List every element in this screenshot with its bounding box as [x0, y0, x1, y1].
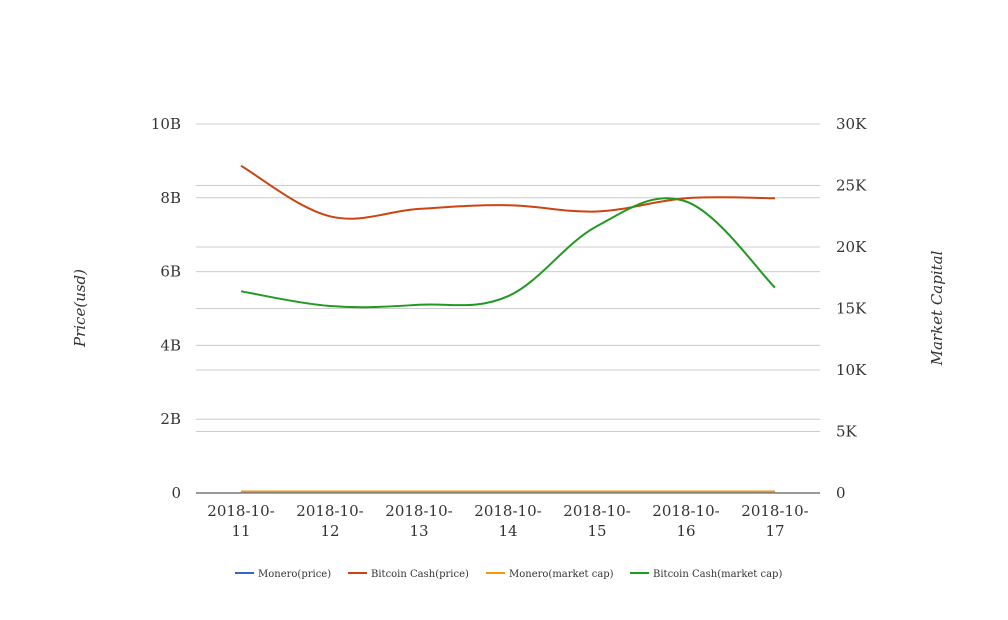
y-right-tick-label: 30K: [836, 115, 867, 133]
series-lines: [240, 164, 776, 494]
x-tick-label: 2018-10-: [296, 502, 363, 520]
x-tick-label: 14: [498, 522, 517, 540]
x-tick-label: 17: [765, 522, 784, 540]
series-line-bitcoin-cash-price: [240, 164, 776, 220]
y-axis-title-left: Price(usd): [71, 269, 89, 348]
y-left-tick-label: 10B: [151, 115, 181, 133]
y-left-tick-label: 0: [171, 484, 181, 502]
x-tick-label: 11: [231, 522, 250, 540]
x-tick-label: 2018-10-: [741, 502, 808, 520]
x-tick-label: 2018-10-: [385, 502, 452, 520]
y-left-tick-label: 6B: [160, 263, 181, 281]
y-left-tick-label: 8B: [160, 189, 181, 207]
y-right-tick-label: 25K: [836, 177, 867, 195]
legend-label-monero-market-cap: Monero(market cap): [509, 569, 614, 580]
x-tick-label: 2018-10-: [652, 502, 719, 520]
y-right-tick-label: 10K: [836, 361, 867, 379]
x-tick-label: 13: [409, 522, 428, 540]
x-tick-label: 2018-10-: [563, 502, 630, 520]
y-axis-title-right: Market Capital: [928, 250, 946, 366]
y-right-tick-label: 20K: [836, 238, 867, 256]
legend: Monero(price) Bitcoin Cash(price) Monero(m…: [235, 569, 782, 580]
series-line-bitcoin-cash-market-cap: [240, 197, 776, 309]
y-left-tick-label: 4B: [160, 336, 181, 354]
legend-label-bitcoin-cash-price: Bitcoin Cash(price): [371, 569, 469, 580]
legend-label-monero-price: Monero(price): [258, 569, 331, 580]
axis-ticks: 0 2B 4B 6B 8B 10B 0 5K 10K 15K 20K 25K 30K 2018-10- 11…: [151, 115, 867, 540]
x-tick-label: 2018-10-: [474, 502, 541, 520]
y-right-tick-label: 5K: [836, 423, 858, 441]
y-left-tick-label: 2B: [160, 410, 181, 428]
y-right-tick-label: 15K: [836, 300, 867, 318]
x-tick-label: 2018-10-: [207, 502, 274, 520]
x-tick-label: 16: [676, 522, 695, 540]
x-tick-label: 12: [320, 522, 339, 540]
x-tick-label: 15: [587, 522, 606, 540]
y-right-tick-label: 0: [836, 484, 846, 502]
legend-label-bitcoin-cash-market-cap: Bitcoin Cash(market cap): [653, 569, 782, 580]
gridlines: [196, 123, 820, 494]
